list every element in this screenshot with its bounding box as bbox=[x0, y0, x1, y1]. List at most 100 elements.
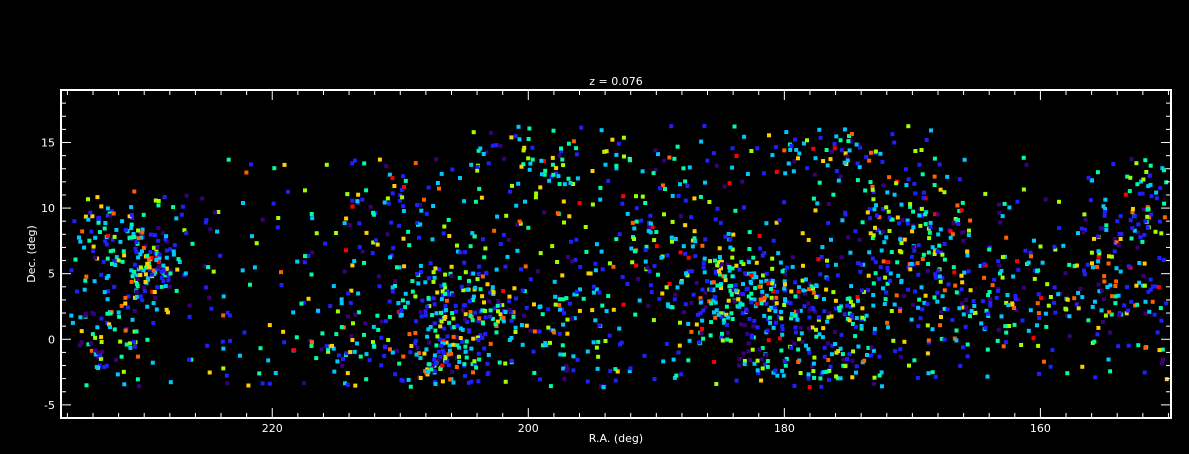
galaxy-point bbox=[749, 335, 754, 340]
galaxy-point bbox=[759, 357, 764, 362]
galaxy-point bbox=[388, 347, 392, 352]
galaxy-point bbox=[503, 310, 508, 314]
galaxy-point bbox=[477, 316, 482, 321]
galaxy-point bbox=[1118, 214, 1123, 219]
galaxy-point bbox=[403, 178, 408, 183]
galaxy-point bbox=[870, 256, 875, 261]
galaxy-point bbox=[470, 231, 475, 236]
galaxy-point bbox=[825, 341, 830, 346]
galaxy-point bbox=[777, 218, 782, 223]
galaxy-point bbox=[673, 237, 678, 241]
galaxy-point bbox=[1113, 301, 1118, 306]
galaxy-point bbox=[887, 229, 892, 233]
galaxy-point bbox=[454, 365, 459, 369]
galaxy-point bbox=[524, 323, 529, 328]
galaxy-point bbox=[723, 274, 728, 279]
galaxy-point bbox=[569, 239, 573, 244]
galaxy-point bbox=[935, 290, 940, 295]
galaxy-point bbox=[806, 376, 811, 381]
galaxy-point bbox=[643, 201, 648, 205]
galaxy-point bbox=[898, 308, 902, 313]
galaxy-point bbox=[633, 312, 638, 317]
galaxy-point bbox=[341, 357, 345, 362]
galaxy-point bbox=[389, 220, 394, 225]
galaxy-point bbox=[915, 375, 920, 380]
galaxy-point bbox=[820, 335, 825, 340]
galaxy-point bbox=[1109, 312, 1114, 317]
galaxy-point bbox=[838, 346, 843, 351]
galaxy-point bbox=[899, 250, 904, 255]
galaxy-point bbox=[783, 171, 788, 176]
galaxy-point bbox=[470, 362, 475, 367]
galaxy-point bbox=[965, 342, 970, 347]
galaxy-point bbox=[78, 315, 83, 320]
galaxy-point bbox=[847, 318, 852, 323]
galaxy-point bbox=[1116, 293, 1121, 298]
galaxy-point bbox=[1012, 322, 1017, 327]
galaxy-point bbox=[326, 346, 330, 351]
galaxy-point bbox=[677, 343, 682, 348]
galaxy-point bbox=[1099, 308, 1104, 313]
galaxy-point bbox=[881, 259, 886, 264]
galaxy-point bbox=[1126, 308, 1130, 313]
galaxy-point bbox=[988, 303, 993, 308]
galaxy-point bbox=[590, 308, 595, 313]
galaxy-point bbox=[423, 280, 428, 285]
galaxy-point bbox=[783, 298, 788, 303]
galaxy-point bbox=[93, 335, 98, 340]
galaxy-point bbox=[442, 282, 447, 287]
galaxy-point bbox=[775, 289, 780, 294]
galaxy-point bbox=[755, 325, 760, 330]
galaxy-point bbox=[771, 289, 776, 294]
galaxy-point bbox=[445, 289, 450, 294]
galaxy-point bbox=[938, 279, 943, 284]
galaxy-point bbox=[154, 255, 159, 260]
galaxy-point bbox=[878, 151, 883, 156]
galaxy-point bbox=[1113, 284, 1118, 288]
galaxy-point bbox=[782, 279, 787, 284]
galaxy-point bbox=[434, 157, 439, 162]
y-tick-label: 15 bbox=[41, 136, 55, 149]
galaxy-point bbox=[858, 262, 863, 267]
galaxy-point bbox=[509, 358, 514, 363]
galaxy-point bbox=[364, 188, 369, 193]
galaxy-point bbox=[517, 137, 522, 142]
galaxy-point bbox=[464, 339, 469, 344]
galaxy-point bbox=[441, 351, 446, 356]
galaxy-point bbox=[357, 221, 362, 226]
galaxy-point bbox=[951, 220, 956, 225]
galaxy-point bbox=[336, 353, 341, 358]
galaxy-point bbox=[462, 199, 467, 204]
galaxy-point bbox=[386, 201, 391, 206]
galaxy-point bbox=[120, 219, 125, 224]
galaxy-point bbox=[1010, 301, 1015, 306]
galaxy-point bbox=[266, 358, 271, 363]
galaxy-point bbox=[579, 125, 584, 130]
galaxy-point bbox=[221, 366, 226, 371]
galaxy-point bbox=[1112, 237, 1117, 241]
galaxy-point bbox=[73, 257, 78, 262]
galaxy-point bbox=[1136, 230, 1141, 235]
galaxy-point bbox=[590, 169, 595, 173]
galaxy-point bbox=[919, 206, 924, 211]
galaxy-point bbox=[302, 381, 306, 386]
galaxy-point bbox=[1082, 212, 1087, 217]
galaxy-point bbox=[890, 217, 895, 222]
galaxy-point bbox=[581, 296, 586, 301]
galaxy-point bbox=[915, 261, 920, 266]
galaxy-point bbox=[596, 339, 601, 344]
galaxy-point bbox=[175, 267, 180, 272]
galaxy-point bbox=[1113, 294, 1118, 299]
galaxy-point bbox=[685, 184, 690, 188]
galaxy-point bbox=[678, 182, 682, 187]
galaxy-point bbox=[1160, 166, 1165, 171]
galaxy-point bbox=[864, 313, 869, 318]
galaxy-point bbox=[437, 186, 441, 191]
galaxy-point bbox=[926, 250, 931, 255]
galaxy-point bbox=[955, 203, 960, 208]
galaxy-point bbox=[936, 232, 941, 237]
galaxy-point bbox=[468, 314, 473, 318]
galaxy-point bbox=[574, 146, 578, 151]
galaxy-point bbox=[831, 290, 836, 295]
galaxy-point bbox=[443, 272, 448, 277]
